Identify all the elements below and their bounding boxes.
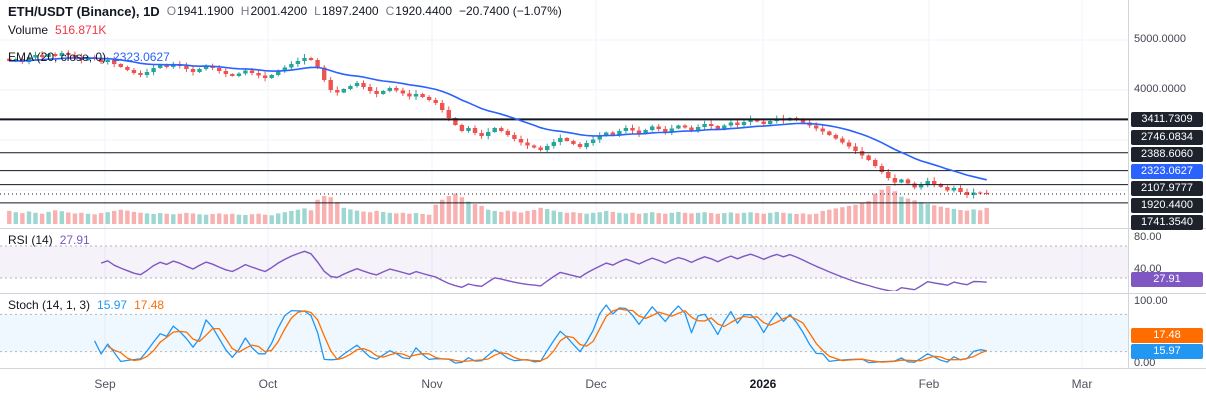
time-axis-label: Oct xyxy=(258,377,278,391)
stoch-axis-tick: 0.00 xyxy=(1134,357,1156,369)
symbol-legend-row[interactable]: ETH/USDT (Binance), 1D O1941.1900 H2001.… xyxy=(8,3,562,19)
price-level-badge: 2107.9777 xyxy=(1131,180,1203,196)
rsi-value: 27.91 xyxy=(59,233,90,247)
time-axis-label: Feb xyxy=(918,377,940,391)
time-axis-label: Sep xyxy=(94,377,116,391)
time-axis[interactable]: Sep Oct Nov Dec 2026 Feb Mar xyxy=(0,369,1206,400)
change-value: −20.7400 (−1.07%) xyxy=(459,4,562,18)
stoch-label: Stoch (14, 1, 3) xyxy=(8,298,91,312)
stoch-legend-row[interactable]: Stoch (14, 1, 3) 15.97 17.48 xyxy=(8,297,164,313)
stoch-k-value: 15.97 xyxy=(97,298,128,312)
ohlc-close: C1920.4400 xyxy=(385,4,452,18)
ema-label: EMA (20, close, 0) xyxy=(8,50,107,64)
current-price-badge: 1920.4400 xyxy=(1131,197,1203,213)
time-axis-label: Nov xyxy=(421,377,443,391)
price-axis[interactable]: 5000.0000 4000.0000 3411.7309 2746.0834 2388… xyxy=(1129,0,1206,369)
time-axis-label: 2026 xyxy=(749,377,777,391)
time-axis-label: Dec xyxy=(585,377,607,391)
volume-label: Volume xyxy=(8,23,49,37)
ohlc-high: H2001.4200 xyxy=(240,4,308,18)
stoch-k-badge: 15.97 xyxy=(1131,344,1203,360)
ohlc-low: L1897.2400 xyxy=(314,4,379,18)
stoch-axis-tick: 100.00 xyxy=(1134,295,1168,307)
price-level-badge: 3411.7309 xyxy=(1131,111,1203,127)
rsi-label: RSI (14) xyxy=(8,233,53,247)
symbol-title[interactable]: ETH/USDT (Binance), 1D xyxy=(8,3,160,19)
rsi-value-badge: 27.91 xyxy=(1131,272,1203,288)
ema-value: 2323.0627 xyxy=(113,50,170,64)
price-axis-tick: 4000.0000 xyxy=(1134,83,1186,95)
ohlc-open: O1941.1900 xyxy=(166,4,234,18)
rsi-axis-tick: 40.00 xyxy=(1134,263,1162,275)
price-level-badge: 2746.0834 xyxy=(1131,129,1203,145)
stoch-d-value: 17.48 xyxy=(134,298,165,312)
time-axis-label: Mar xyxy=(1071,377,1093,391)
rsi-legend-row[interactable]: RSI (14) 27.91 xyxy=(8,232,90,248)
price-axis-tick: 5000.0000 xyxy=(1134,33,1186,45)
stoch-d-badge: 17.48 xyxy=(1131,328,1203,344)
ema-legend-row[interactable]: EMA (20, close, 0) 2323.0627 xyxy=(8,49,170,65)
price-level-badge: 2388.6060 xyxy=(1131,146,1203,162)
price-level-badge: 2323.0627 xyxy=(1131,163,1203,179)
volume-legend-row[interactable]: Volume 516.871K xyxy=(8,22,106,38)
rsi-axis-tick: 80.00 xyxy=(1134,231,1162,243)
volume-value: 516.871K xyxy=(55,23,107,37)
price-level-badge: 1741.3540 xyxy=(1131,214,1203,230)
